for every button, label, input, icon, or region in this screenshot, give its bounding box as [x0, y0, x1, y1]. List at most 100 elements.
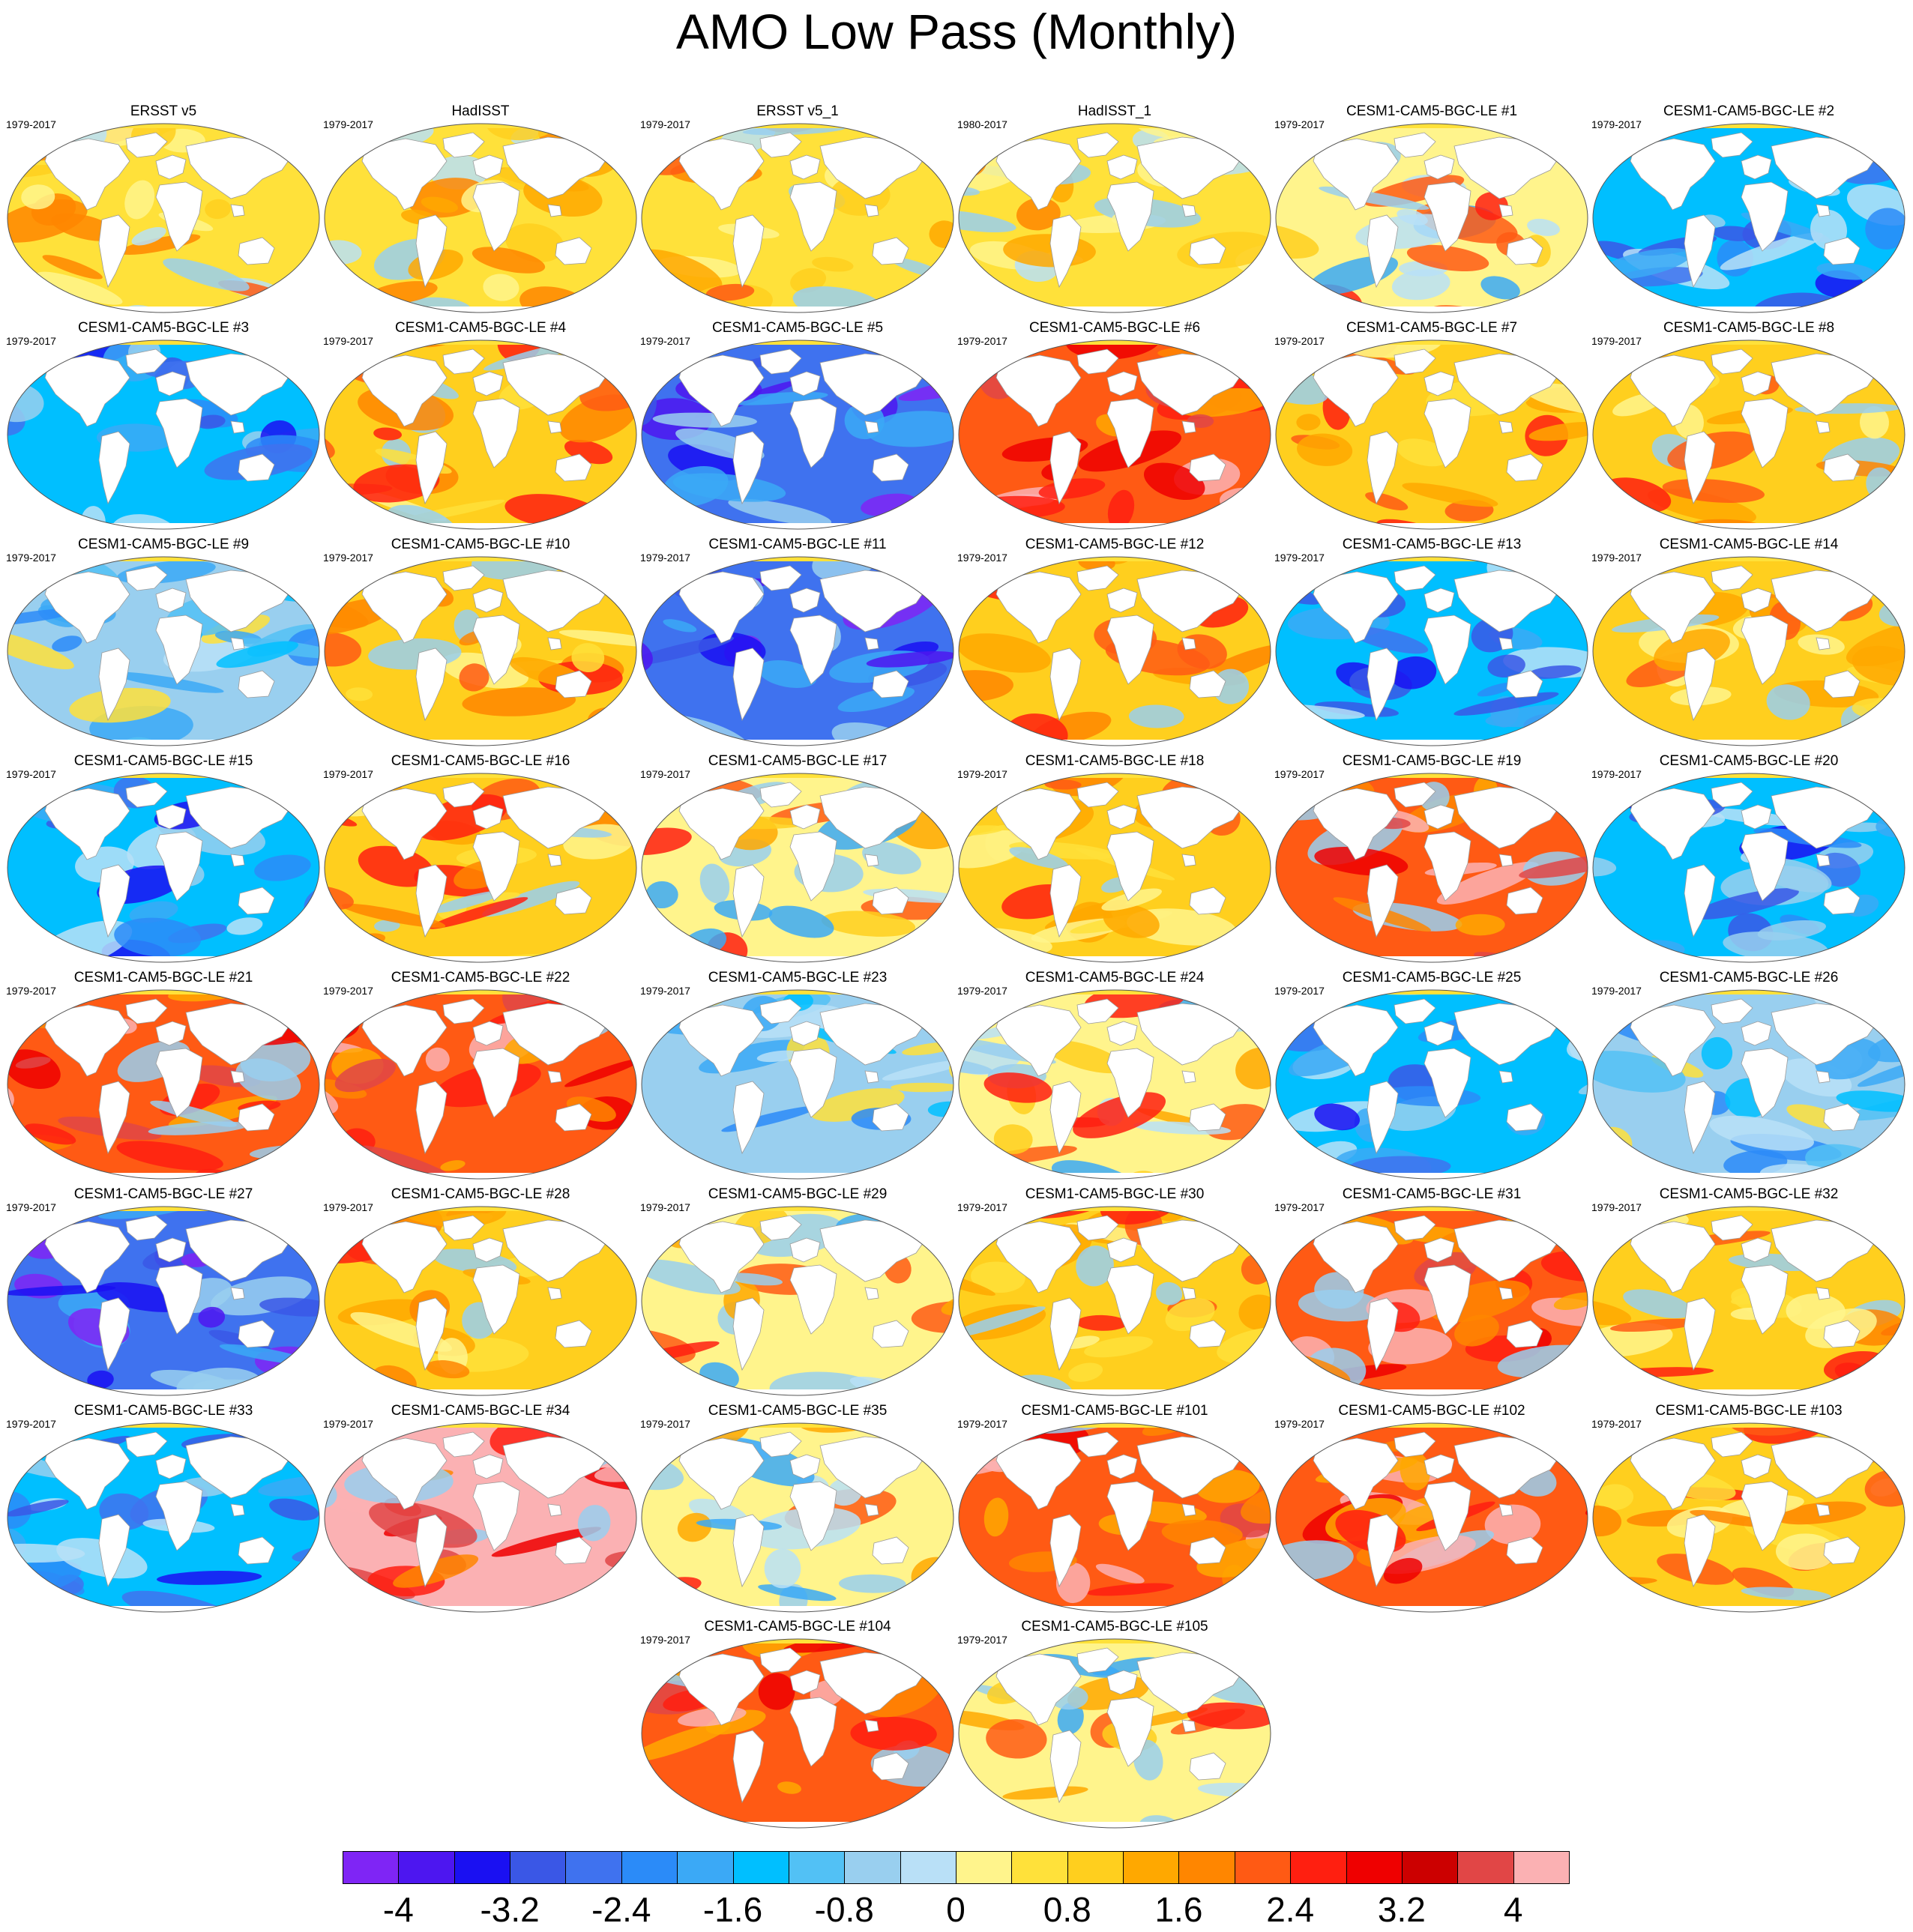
colorbar-tick-label: 4 — [1503, 1890, 1523, 1929]
sst-regression-map — [958, 556, 1271, 746]
colorbar-tick-label: 2.4 — [1266, 1890, 1315, 1929]
map-panel: CESM1-CAM5-BGC-LE #10 1979-2017 — [323, 537, 638, 754]
sst-regression-map — [1275, 123, 1588, 313]
panel-title: CESM1-CAM5-BGC-LE #22 — [391, 970, 570, 985]
panel-title: CESM1-CAM5-BGC-LE #11 — [708, 537, 887, 552]
panel-years: 1979-2017 — [323, 1201, 373, 1213]
panel-years: 1979-2017 — [640, 552, 690, 564]
map-panel: CESM1-CAM5-BGC-LE #27 1979-2017 — [6, 1186, 321, 1404]
panel-years: 1979-2017 — [640, 118, 690, 130]
panel-title: CESM1-CAM5-BGC-LE #30 — [1025, 1186, 1205, 1202]
map-panel: CESM1-CAM5-BGC-LE #18 1979-2017 — [957, 753, 1272, 970]
sst-regression-map — [1592, 123, 1906, 313]
colorbar-swatch — [1123, 1851, 1180, 1884]
sst-regression-map — [641, 1638, 954, 1829]
sst-regression-map — [324, 1422, 637, 1613]
sst-regression-map — [7, 989, 320, 1180]
colorbar-swatch — [621, 1851, 678, 1884]
map-panel: CESM1-CAM5-BGC-LE #28 1979-2017 — [323, 1186, 638, 1404]
panel-years: 1979-2017 — [957, 1634, 1007, 1646]
map-panel: CESM1-CAM5-BGC-LE #12 1979-2017 — [957, 537, 1272, 754]
sst-regression-map — [7, 773, 320, 963]
map-panel: CESM1-CAM5-BGC-LE #23 1979-2017 — [640, 970, 955, 1187]
colorbar-swatch — [1067, 1851, 1124, 1884]
panel-years: 1979-2017 — [1274, 335, 1325, 347]
colorbar-tick-label: -3.2 — [480, 1890, 540, 1929]
panel-years: 1979-2017 — [1591, 552, 1642, 564]
colorbar-swatch — [677, 1851, 734, 1884]
sst-regression-map — [1592, 339, 1906, 530]
map-panel: CESM1-CAM5-BGC-LE #24 1979-2017 — [957, 970, 1272, 1187]
colorbar-swatch — [900, 1851, 956, 1884]
sst-regression-map — [7, 556, 320, 746]
panel-title: CESM1-CAM5-BGC-LE #18 — [1025, 753, 1205, 769]
panel-title: CESM1-CAM5-BGC-LE #35 — [708, 1403, 888, 1419]
sst-regression-map — [958, 989, 1271, 1180]
figure-title: AMO Low Pass (Monthly) — [675, 4, 1238, 59]
panel-years: 1979-2017 — [1591, 1201, 1642, 1213]
map-panel: CESM1-CAM5-BGC-LE #33 1979-2017 — [6, 1403, 321, 1620]
sst-regression-map — [7, 339, 320, 530]
panel-title: CESM1-CAM5-BGC-LE #12 — [1025, 537, 1205, 552]
map-panel: CESM1-CAM5-BGC-LE #4 1979-2017 — [323, 320, 638, 537]
panel-title: CESM1-CAM5-BGC-LE #8 — [1663, 320, 1835, 336]
colorbar-swatch — [1457, 1851, 1514, 1884]
map-panel: CESM1-CAM5-BGC-LE #6 1979-2017 — [957, 320, 1272, 537]
colorbar-swatch — [1513, 1851, 1570, 1884]
panel-years: 1979-2017 — [1274, 118, 1325, 130]
colorbar-tick-label: -0.8 — [814, 1890, 874, 1929]
map-panel: CESM1-CAM5-BGC-LE #29 1979-2017 — [640, 1186, 955, 1404]
panel-title: CESM1-CAM5-BGC-LE #31 — [1342, 1186, 1522, 1202]
map-panel: CESM1-CAM5-BGC-LE #1 1979-2017 — [1274, 103, 1589, 321]
sst-regression-map — [1275, 989, 1588, 1180]
panel-years: 1979-2017 — [640, 1418, 690, 1430]
panel-years: 1979-2017 — [1591, 335, 1642, 347]
map-panel: CESM1-CAM5-BGC-LE #101 1979-2017 — [957, 1403, 1272, 1620]
colorbar-swatch — [1178, 1851, 1235, 1884]
panel-years: 1979-2017 — [6, 985, 56, 997]
panel-years: 1979-2017 — [640, 768, 690, 780]
panel-title: CESM1-CAM5-BGC-LE #4 — [394, 320, 567, 336]
panel-years: 1979-2017 — [323, 985, 373, 997]
sst-regression-map — [958, 1206, 1271, 1396]
colorbar-swatch — [510, 1851, 567, 1884]
panel-years: 1979-2017 — [323, 768, 373, 780]
map-panel: CESM1-CAM5-BGC-LE #105 1979-2017 — [957, 1619, 1272, 1836]
map-panel: HadISST 1979-2017 — [323, 103, 638, 321]
map-panel: ERSST v5_1 1979-2017 — [640, 103, 955, 321]
panel-years: 1979-2017 — [957, 768, 1007, 780]
panel-years: 1979-2017 — [640, 1201, 690, 1213]
sst-regression-map — [958, 1638, 1271, 1829]
sst-regression-map — [958, 1422, 1271, 1613]
sst-regression-map — [324, 123, 637, 313]
panel-years: 1979-2017 — [1274, 1418, 1325, 1430]
panel-years: 1979-2017 — [6, 768, 56, 780]
colorbar-swatch — [1290, 1851, 1347, 1884]
panel-title: CESM1-CAM5-BGC-LE #105 — [1021, 1619, 1208, 1634]
map-panels-grid: ERSST v5 1979-2017 HadISST 1979-2017 ERSST v… — [6, 103, 1906, 1836]
map-panel: CESM1-CAM5-BGC-LE #2 1979-2017 — [1591, 103, 1906, 321]
map-panel: CESM1-CAM5-BGC-LE #21 1979-2017 — [6, 970, 321, 1187]
map-panel: CESM1-CAM5-BGC-LE #22 1979-2017 — [323, 970, 638, 1187]
map-panel: CESM1-CAM5-BGC-LE #14 1979-2017 — [1591, 537, 1906, 754]
panel-title: CESM1-CAM5-BGC-LE #32 — [1659, 1186, 1839, 1202]
colorbar-swatch — [565, 1851, 622, 1884]
panel-title: CESM1-CAM5-BGC-LE #13 — [1342, 537, 1522, 552]
panel-years: 1979-2017 — [640, 335, 690, 347]
colorbar-swatch — [398, 1851, 455, 1884]
sst-regression-map — [641, 773, 954, 963]
sst-regression-map — [641, 989, 954, 1180]
panel-title: CESM1-CAM5-BGC-LE #14 — [1659, 537, 1839, 552]
sst-regression-map — [324, 989, 637, 1180]
panel-years: 1979-2017 — [1591, 985, 1642, 997]
panel-years: 1979-2017 — [957, 552, 1007, 564]
sst-regression-map — [641, 1422, 954, 1613]
sst-regression-map — [1592, 773, 1906, 963]
panel-title: CESM1-CAM5-BGC-LE #17 — [708, 753, 888, 769]
panel-title: CESM1-CAM5-BGC-LE #33 — [73, 1403, 253, 1419]
sst-regression-map — [7, 1206, 320, 1396]
map-panel: CESM1-CAM5-BGC-LE #17 1979-2017 — [640, 753, 955, 970]
colorbar-swatch — [956, 1851, 1013, 1884]
sst-regression-map — [1275, 556, 1588, 746]
panel-years: 1979-2017 — [1591, 118, 1642, 130]
